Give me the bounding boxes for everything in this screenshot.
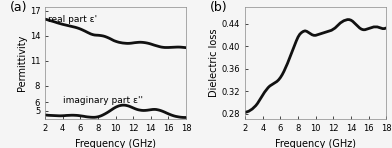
Y-axis label: Permittivity: Permittivity [17, 35, 27, 91]
Text: imaginary part ε'': imaginary part ε'' [63, 96, 143, 105]
Text: (b): (b) [210, 1, 228, 14]
X-axis label: Frequency (GHz): Frequency (GHz) [275, 139, 356, 148]
X-axis label: Frequency (GHz): Frequency (GHz) [75, 139, 156, 148]
Y-axis label: Dielectric loss: Dielectric loss [209, 29, 219, 97]
Text: real part ε': real part ε' [48, 16, 97, 24]
Text: (a): (a) [10, 1, 27, 14]
